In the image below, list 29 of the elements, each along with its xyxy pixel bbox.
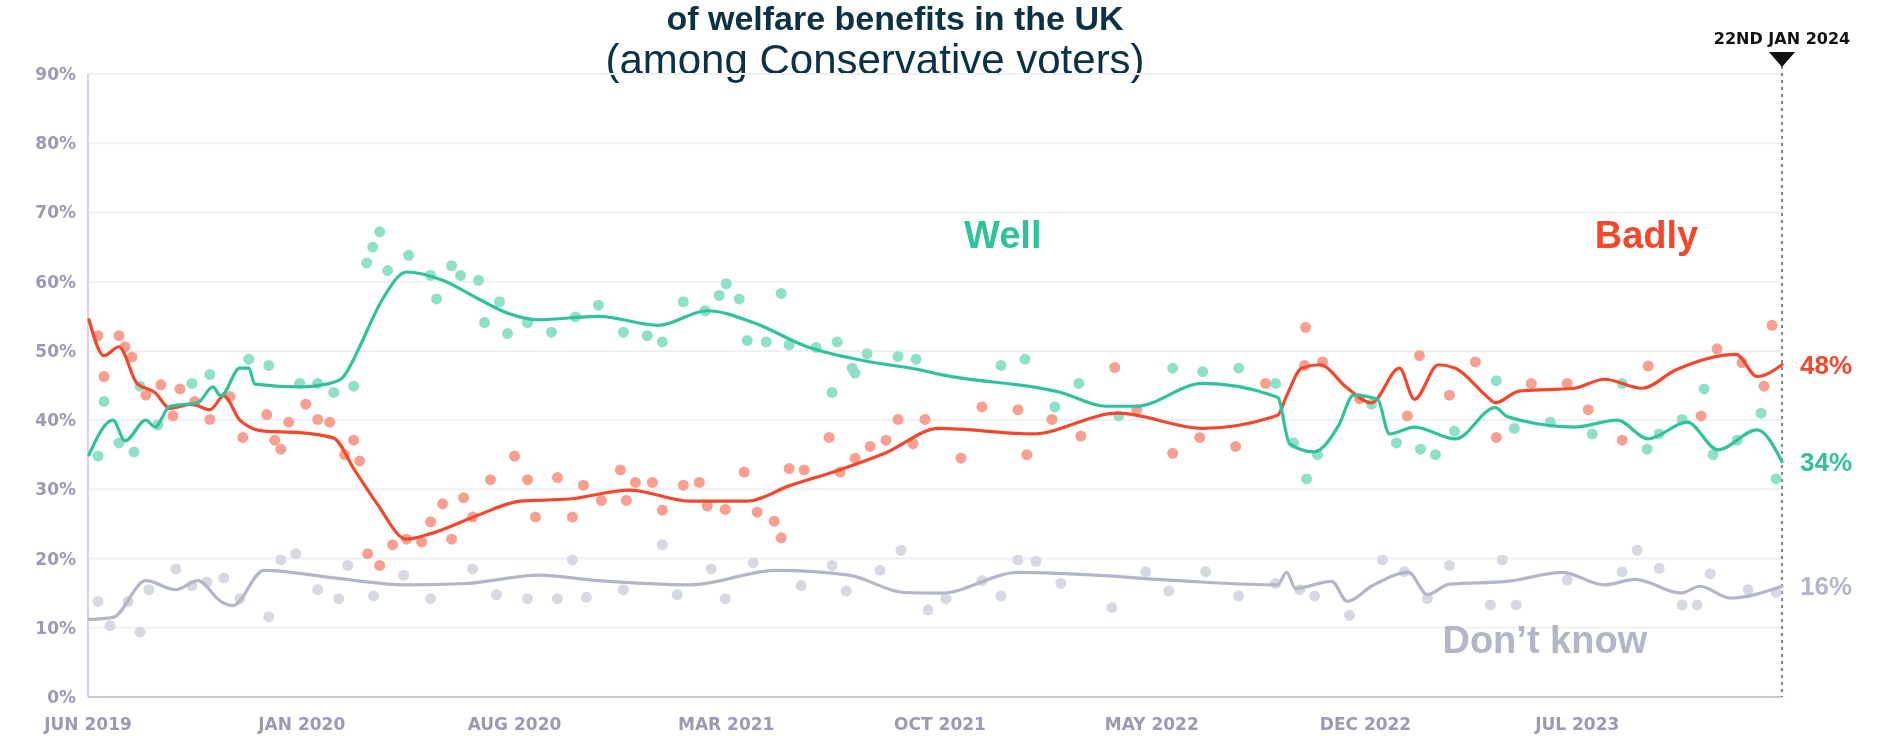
y-tick-label: 20% <box>35 548 76 569</box>
annotation: 16% <box>1800 571 1853 602</box>
y-tick-label: 0% <box>47 687 76 707</box>
x-tick-label: DEC 2022 <box>1319 714 1412 734</box>
y-tick-label: 90% <box>35 64 76 84</box>
x-tick-label: MAR 2021 <box>678 714 775 734</box>
y-tick-label: 80% <box>35 133 76 154</box>
x-tick-label: JAN 2020 <box>257 714 346 734</box>
chart-subtitle: (among Conservative voters) <box>605 36 1145 83</box>
x-tick-label: OCT 2021 <box>894 714 986 734</box>
y-tick-label: 30% <box>35 479 76 500</box>
ref-line-label: 22ND JAN 2024 <box>1713 29 1851 48</box>
x-tick-label: AUG 2020 <box>467 714 562 734</box>
chart-title: of welfare benefits in the UK <box>666 0 1125 37</box>
y-tick-label: 50% <box>35 340 76 361</box>
y-tick-label: 70% <box>35 202 76 223</box>
x-tick-label: JUL 2023 <box>1534 714 1620 734</box>
y-tick-label: 10% <box>35 617 76 638</box>
annotation: 48% <box>1800 349 1853 380</box>
x-tick-label: JUN 2019 <box>43 714 132 734</box>
line-series <box>87 270 1784 464</box>
series-label: Don’t know <box>1442 619 1648 662</box>
y-tick-label: 40% <box>35 410 76 431</box>
y-tick-label: 60% <box>35 271 76 292</box>
text: Badly <box>1594 214 1699 257</box>
x-tick-label: MAY 2022 <box>1104 714 1199 734</box>
line-series <box>87 568 1784 622</box>
text: Well <box>964 214 1042 257</box>
annotation: 34% <box>1800 446 1853 477</box>
